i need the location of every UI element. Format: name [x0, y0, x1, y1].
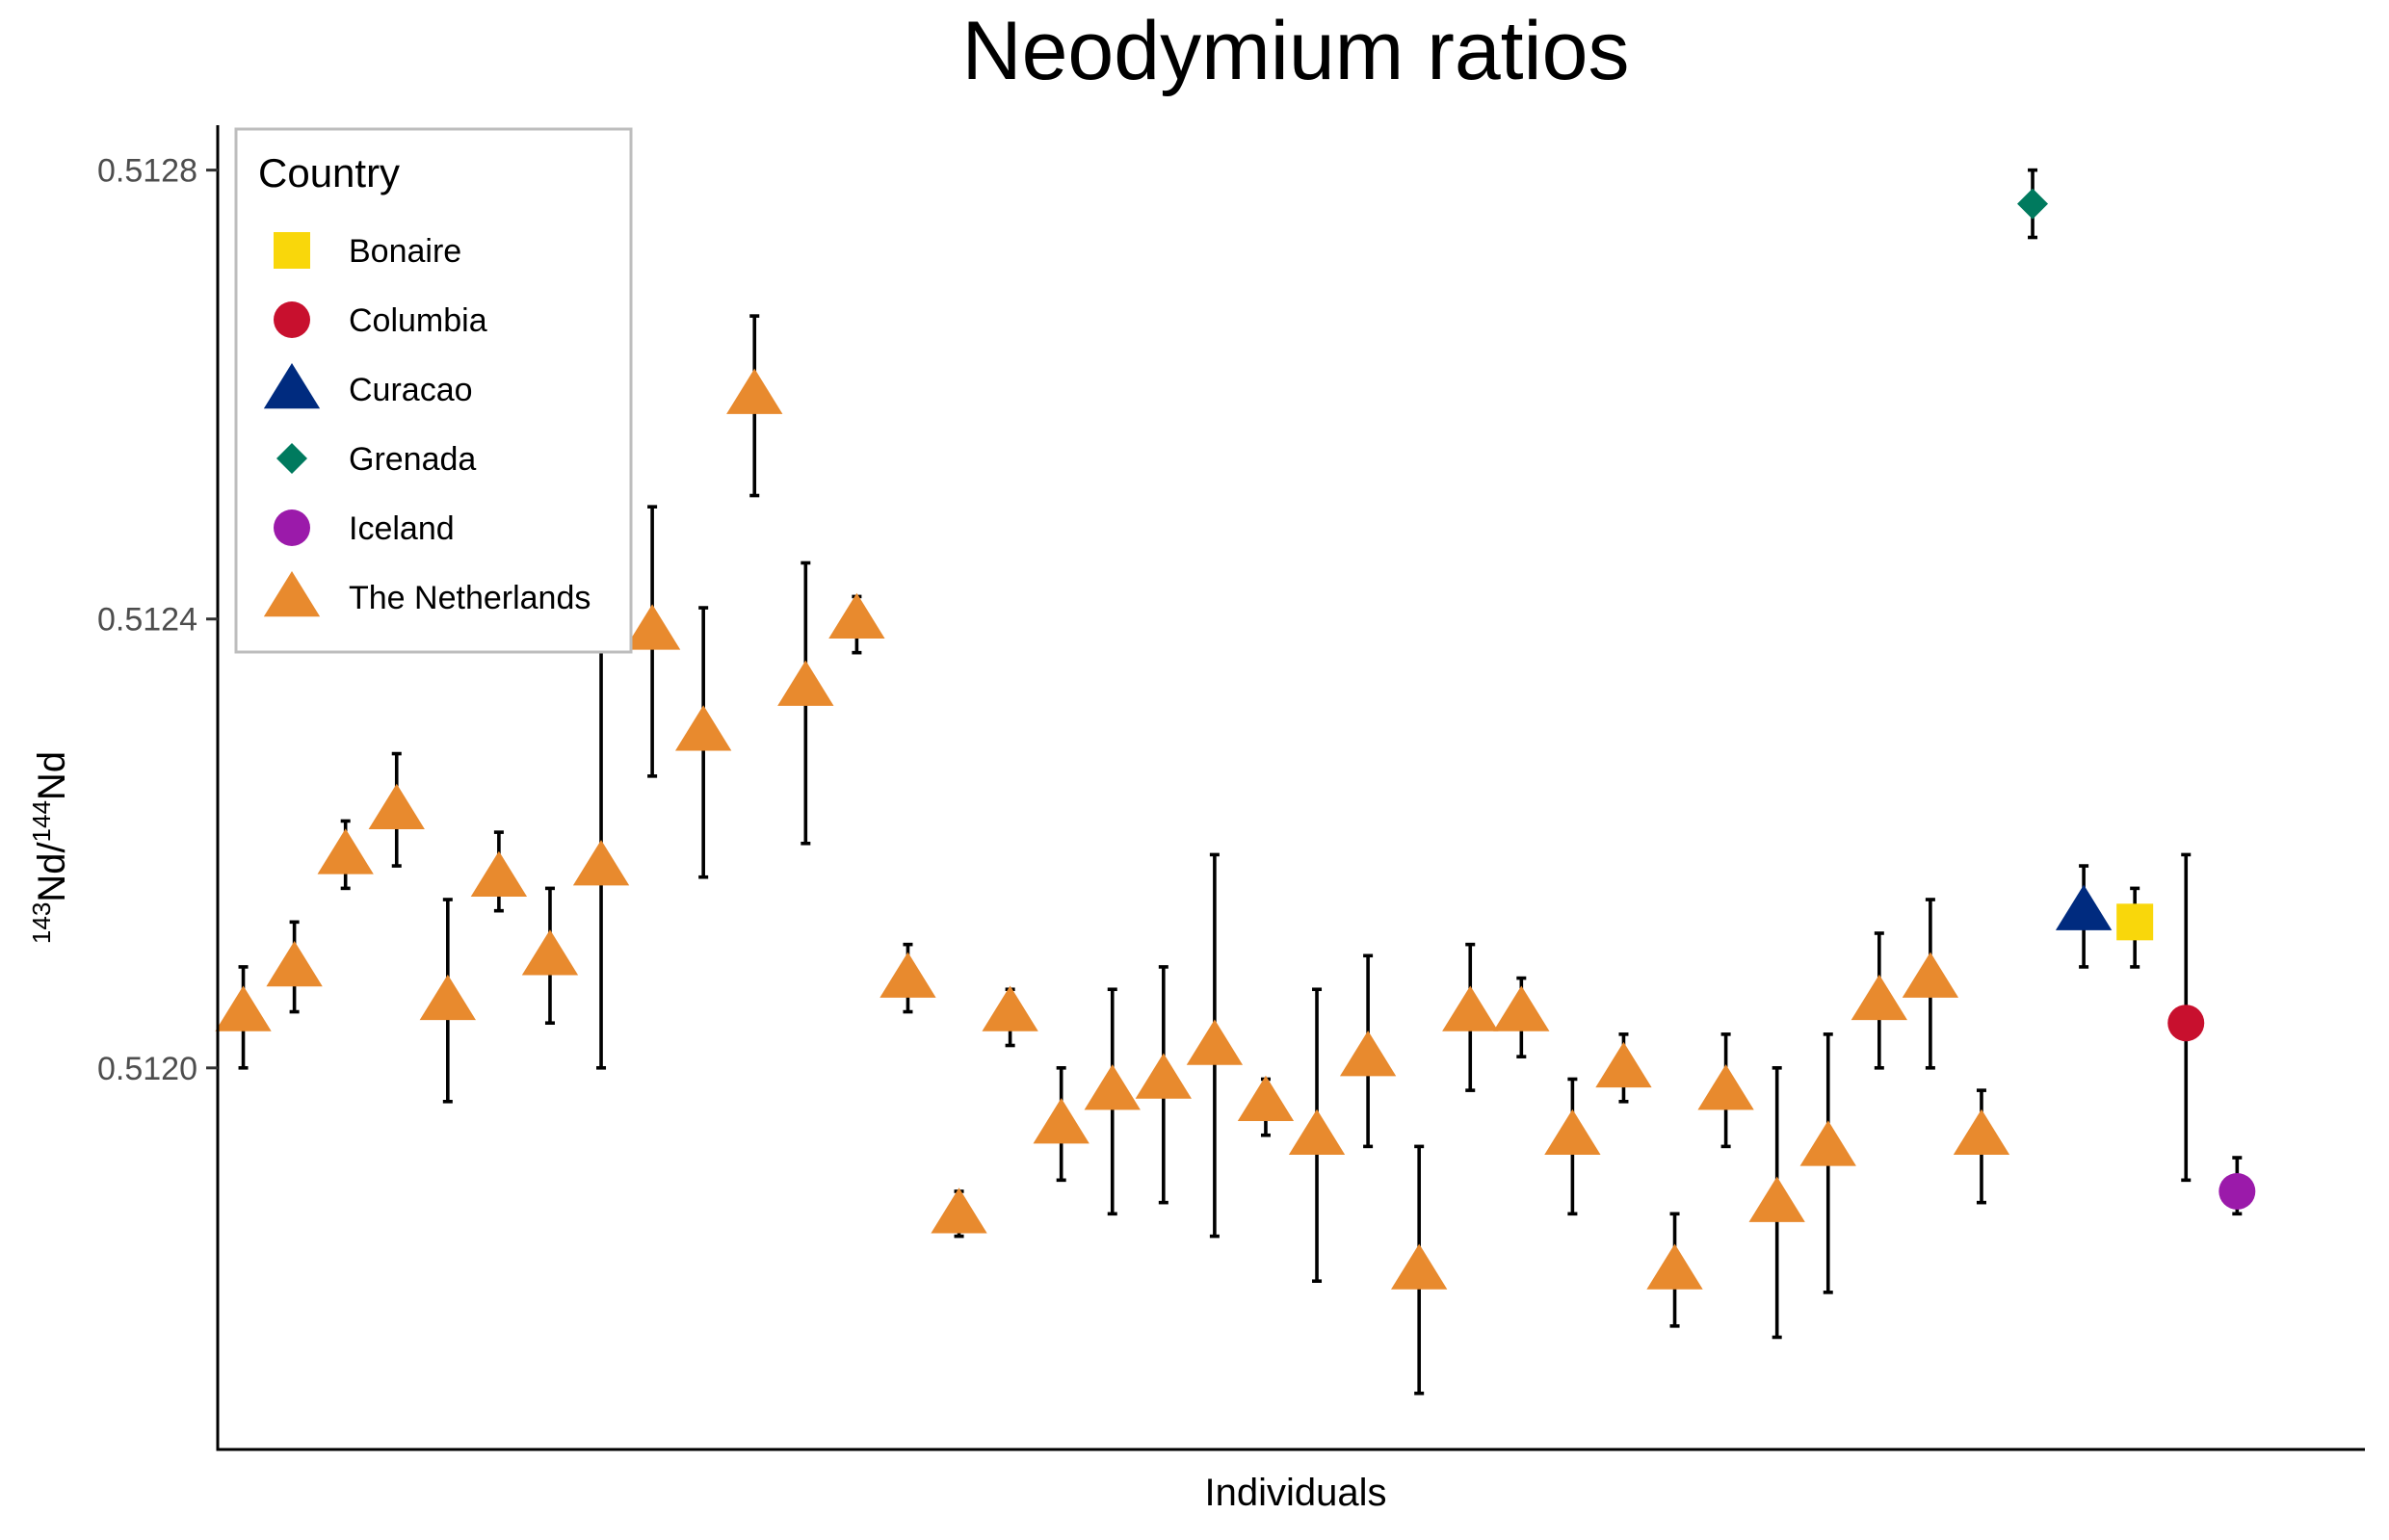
legend-key-grenada: [276, 443, 307, 474]
data-point-the-netherlands: [1902, 952, 1959, 998]
data-point-the-netherlands: [828, 592, 885, 639]
data-point-the-netherlands: [931, 1188, 987, 1234]
data-point-the-netherlands: [419, 974, 476, 1021]
data-point-the-netherlands: [521, 929, 579, 976]
chart-title: Neodymium ratios: [962, 5, 1630, 97]
data-point-the-netherlands: [215, 985, 272, 1031]
data-point-the-netherlands: [1339, 1031, 1397, 1077]
data-point-the-netherlands: [623, 604, 681, 650]
data-point-iceland: [2218, 1172, 2256, 1210]
data-markers: [215, 188, 2256, 1290]
legend-label-the-netherlands: The Netherlands: [349, 580, 591, 616]
legend-label-grenada: Grenada: [349, 441, 476, 478]
data-point-the-netherlands: [1799, 1120, 1856, 1166]
legend-label-iceland: Iceland: [349, 510, 455, 547]
y-tick-label: 0.5128: [97, 153, 197, 190]
data-point-the-netherlands: [1646, 1243, 1703, 1290]
y-axis-label-element-b: Nd: [31, 751, 73, 800]
data-point-bonaire: [2116, 903, 2154, 941]
data-point-the-netherlands: [470, 850, 528, 897]
y-tick-label: 0.5120: [97, 1051, 197, 1087]
legend-key-columbia: [274, 301, 310, 338]
data-point-the-netherlands: [982, 985, 1038, 1031]
data-point-the-netherlands: [726, 368, 783, 414]
y-axis-label-mass-a: 143: [27, 902, 56, 944]
y-axis-label: 143Nd/144Nd: [27, 751, 73, 944]
data-point-the-netherlands: [368, 783, 425, 830]
data-point-the-netherlands: [1186, 1019, 1244, 1065]
data-point-curacao: [2055, 884, 2113, 930]
legend-label-bonaire: Bonaire: [349, 233, 461, 270]
legend-key-iceland: [274, 509, 310, 546]
data-point-the-netherlands: [1953, 1109, 2010, 1155]
data-point-the-netherlands: [1288, 1109, 1346, 1155]
data-point-the-netherlands: [1748, 1176, 1805, 1222]
legend: Country Bonaire Columbia Curacao Grenada Ice…: [234, 127, 633, 654]
data-point-the-netherlands: [572, 840, 630, 886]
legend-entries: Bonaire Columbia Curacao Grenada Iceland The …: [263, 232, 591, 617]
data-point-the-netherlands: [1544, 1109, 1601, 1155]
legend-key-the-netherlands: [263, 571, 321, 617]
data-point-grenada: [2017, 188, 2049, 220]
legend-key-bonaire: [274, 232, 310, 269]
data-point-the-netherlands: [1237, 1075, 1295, 1122]
data-point-the-netherlands: [1084, 1064, 1141, 1110]
data-point-columbia: [2167, 1005, 2205, 1042]
legend-title: Country: [258, 150, 400, 196]
data-point-the-netherlands: [1391, 1243, 1448, 1290]
data-point-the-netherlands: [777, 660, 834, 706]
data-point-the-netherlands: [675, 705, 732, 751]
data-point-the-netherlands: [317, 828, 374, 874]
data-point-the-netherlands: [1135, 1053, 1192, 1099]
data-point-the-netherlands: [266, 940, 323, 987]
legend-label-curacao: Curacao: [349, 372, 473, 408]
y-axis-label-mass-b: 144: [27, 800, 56, 842]
y-tick-label: 0.5124: [97, 602, 197, 639]
y-ticks: 0.5120 0.5124 0.5128: [97, 153, 218, 1087]
data-point-the-netherlands: [1595, 1041, 1652, 1088]
data-point-the-netherlands: [1697, 1064, 1754, 1110]
data-point-the-netherlands: [879, 952, 936, 998]
data-point-the-netherlands: [1493, 985, 1550, 1031]
x-axis-label: Individuals: [1204, 1472, 1386, 1514]
data-point-the-netherlands: [1033, 1098, 1089, 1144]
legend-key-curacao: [263, 363, 321, 409]
legend-label-columbia: Columbia: [349, 302, 487, 339]
y-axis-label-element-a: Nd/: [31, 842, 73, 902]
data-point-the-netherlands: [1442, 985, 1499, 1031]
data-point-the-netherlands: [1851, 974, 1907, 1021]
